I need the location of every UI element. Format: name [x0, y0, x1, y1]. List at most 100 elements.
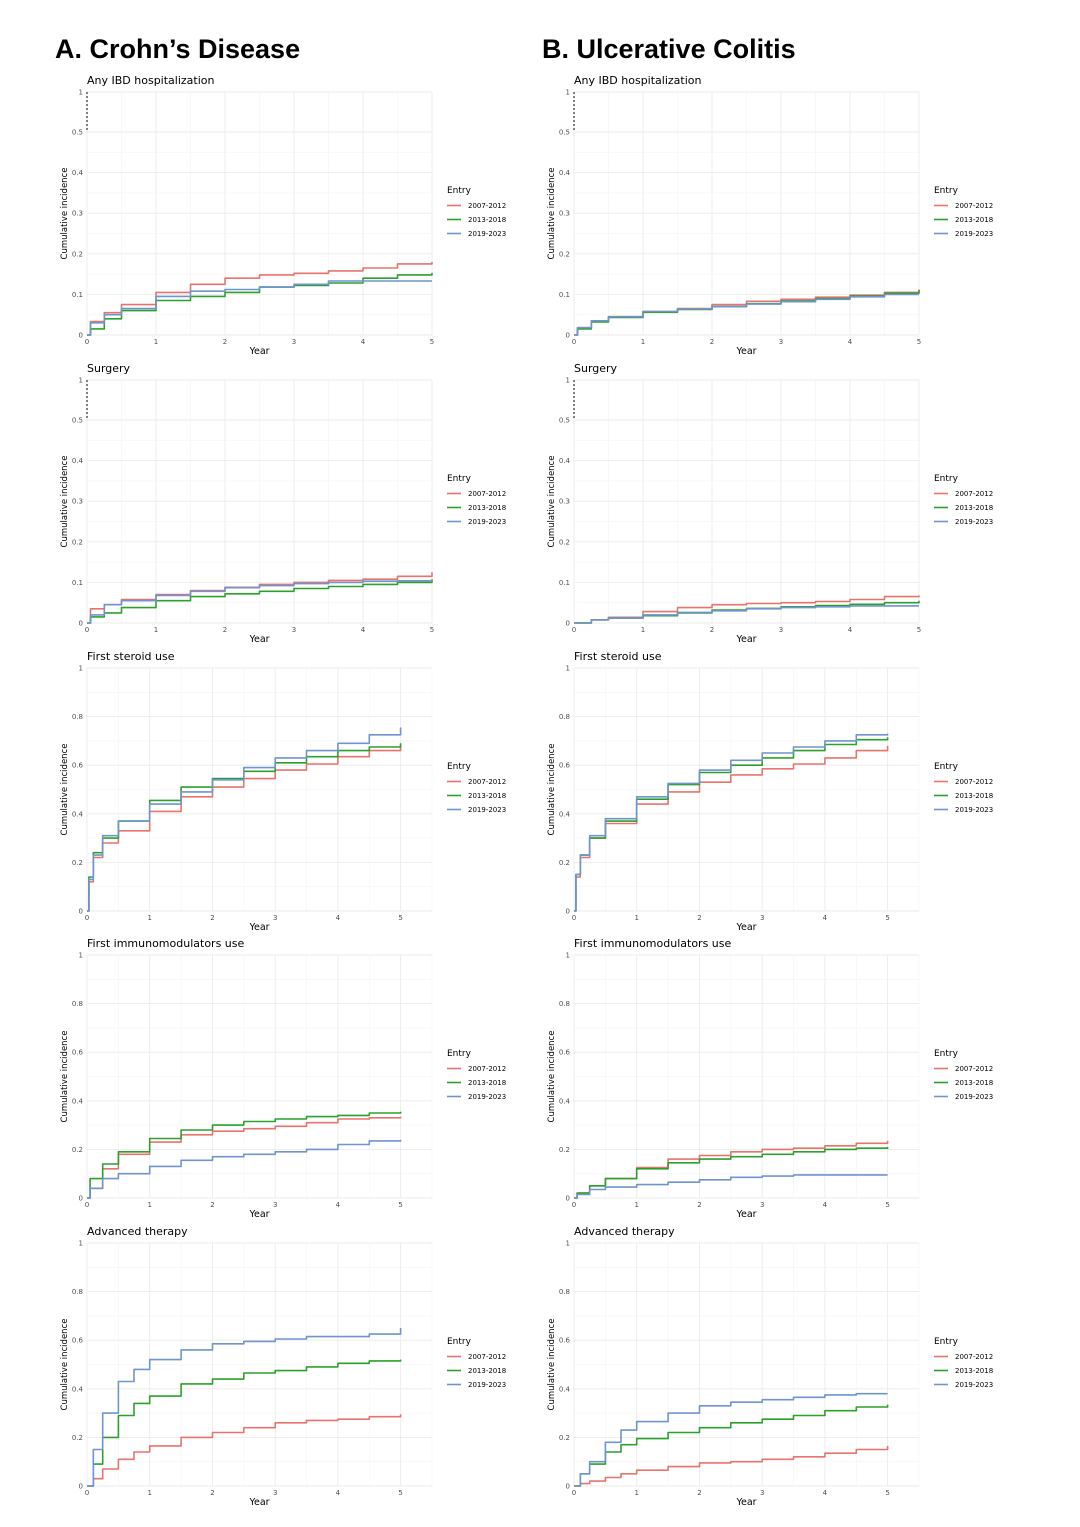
x-tick-label: 1 [147, 1489, 151, 1497]
y-tick-label: 0.1 [72, 579, 83, 587]
y-axis-label: Cumulative incidence [547, 1031, 557, 1123]
x-tick-label: 3 [760, 1489, 764, 1497]
y-axis-label: Cumulative incidence [60, 744, 70, 836]
y-tick-label: 0.6 [72, 1337, 84, 1345]
series-line-2007-2012 [574, 1445, 889, 1487]
y-tick-label: 0.2 [559, 538, 570, 546]
x-tick-label: 5 [398, 1489, 402, 1497]
legend-label: 2007-2012 [468, 1353, 506, 1361]
x-tick-label: 5 [430, 626, 434, 634]
x-tick-label: 4 [823, 914, 828, 922]
legend-label: 2013-2018 [955, 792, 993, 800]
x-tick-label: 4 [336, 1489, 341, 1497]
x-tick-label: 0 [85, 1489, 89, 1497]
legend-label: 2007-2012 [468, 490, 506, 498]
y-tick-label: 0.6 [72, 1049, 84, 1057]
legend-label: 2019-2023 [955, 230, 993, 238]
x-tick-label: 0 [85, 1201, 89, 1209]
y-tick-label: 1 [566, 1240, 570, 1248]
x-tick-label: 4 [848, 626, 853, 634]
y-tick-label: 0 [79, 1195, 83, 1203]
series-line-2013-2018 [574, 1147, 889, 1199]
y-tick-label: 0.1 [559, 291, 570, 299]
x-tick-label: 0 [85, 914, 89, 922]
x-tick-label: 1 [154, 626, 158, 634]
x-axis-label: Year [735, 922, 756, 933]
y-tick-label: 0.8 [72, 713, 83, 721]
series-line-2007-2012 [574, 745, 889, 912]
x-axis-label: Year [735, 634, 756, 645]
series-line-2019-2023 [87, 727, 402, 912]
y-tick-label: 0 [79, 620, 83, 628]
y-tick-label: 0.2 [72, 859, 83, 867]
x-tick-label: 2 [210, 914, 214, 922]
series-line-2013-2018 [574, 1404, 889, 1487]
y-tick-label: 0 [566, 908, 570, 916]
x-tick-label: 2 [210, 1201, 214, 1209]
panel-title: First steroid use [87, 650, 175, 663]
y-tick-label: 0.4 [72, 169, 84, 177]
y-tick-label: 0.3 [72, 210, 83, 218]
series-line-2007-2012 [87, 744, 402, 912]
y-tick-label: 0.1 [559, 579, 570, 587]
legend-label: 2019-2023 [955, 1381, 993, 1389]
legend-label: 2007-2012 [468, 1065, 506, 1073]
y-tick-label: 0.8 [559, 1288, 570, 1296]
x-tick-label: 3 [273, 1201, 277, 1209]
series-line-2013-2018 [87, 1111, 402, 1199]
y-axis-label: Cumulative incidence [547, 456, 557, 548]
chart-panel-cd-hosp: Any IBD hospitalization 0 0.1 0.2 0.3 0.4 0.5 1… [60, 74, 506, 357]
y-tick-label: 1 [79, 665, 83, 673]
y-tick-label: 0 [566, 1483, 570, 1491]
y-axis-label: Cumulative incidence [60, 456, 70, 548]
legend-label: 2019-2023 [468, 1381, 506, 1389]
y-tick-label: 0 [79, 1483, 83, 1491]
x-tick-label: 3 [273, 914, 277, 922]
series-line-2019-2023 [574, 733, 889, 912]
x-tick-label: 3 [292, 338, 296, 346]
x-axis-label: Year [248, 1497, 269, 1508]
legend-label: 2019-2023 [955, 518, 993, 526]
y-tick-label: 0.4 [72, 1385, 84, 1393]
y-axis-label: Cumulative incidence [60, 168, 70, 260]
x-tick-label: 1 [147, 914, 151, 922]
x-tick-label: 5 [398, 914, 402, 922]
x-tick-label: 5 [885, 1201, 889, 1209]
panel-title: Advanced therapy [87, 1225, 188, 1238]
x-tick-label: 4 [336, 1201, 341, 1209]
chart-panel-uc-steroid: First steroid use 0 0.2 0.4 0.6 0.8 1 0 1 2 3 4 5 Yea… [547, 650, 993, 933]
legend-label: 2013-2018 [468, 1367, 506, 1375]
y-axis-label: Cumulative incidence [547, 1319, 557, 1411]
x-tick-label: 3 [273, 1489, 277, 1497]
y-tick-label: 0.8 [559, 1000, 570, 1008]
y-tick-label: 0.8 [72, 1000, 83, 1008]
legend-label: 2007-2012 [955, 778, 993, 786]
legend-title: Entry [934, 1337, 959, 1347]
legend-label: 2013-2018 [468, 792, 506, 800]
x-tick-label: 0 [572, 338, 576, 346]
x-tick-label: 5 [430, 338, 434, 346]
panel-title: Any IBD hospitalization [87, 74, 215, 87]
panel-title: Surgery [87, 362, 131, 375]
legend-title: Entry [447, 1049, 472, 1059]
chart-panel-cd-surg: Surgery 0 0.1 0.2 0.3 0.4 0.5 1 0 1 2 3 4 5 Year Cumula… [60, 362, 506, 645]
y-tick-label: 1 [566, 665, 570, 673]
x-tick-label: 4 [823, 1489, 828, 1497]
x-tick-label: 0 [85, 626, 89, 634]
y-tick-label: 0.3 [72, 498, 83, 506]
y-axis-label: Cumulative incidence [60, 1319, 70, 1411]
legend-title: Entry [934, 762, 959, 772]
y-tick-label: 1 [79, 1240, 83, 1248]
legend-label: 2019-2023 [468, 518, 506, 526]
x-axis-label: Year [248, 346, 269, 357]
x-tick-label: 1 [634, 914, 638, 922]
x-tick-label: 2 [710, 626, 714, 634]
y-tick-label: 0.5 [72, 417, 83, 425]
legend-label: 2013-2018 [955, 216, 993, 224]
x-tick-label: 2 [223, 338, 227, 346]
column-title-ulcerative-colitis: B. Ulcerative Colitis [542, 34, 796, 64]
y-tick-label: 0 [79, 332, 83, 340]
y-tick-label: 0.4 [559, 810, 571, 818]
x-tick-label: 4 [361, 338, 366, 346]
legend-label: 2013-2018 [955, 504, 993, 512]
